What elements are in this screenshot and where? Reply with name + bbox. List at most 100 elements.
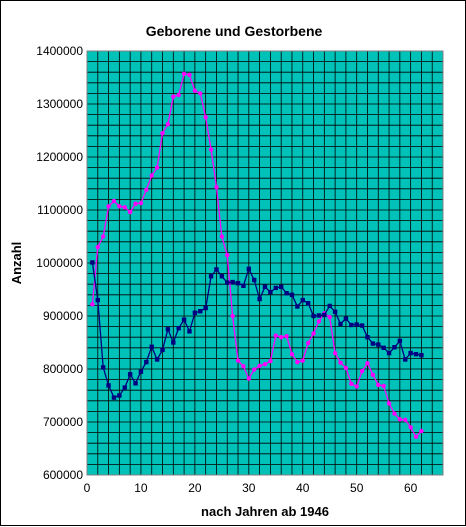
data-point [133, 381, 138, 386]
data-point [252, 367, 257, 372]
data-point [349, 381, 354, 387]
data-point [397, 338, 403, 344]
data-point [354, 322, 359, 327]
grid-lines [87, 51, 443, 475]
data-point [176, 92, 181, 98]
data-point [111, 395, 117, 400]
data-point [349, 322, 354, 328]
data-point [235, 358, 241, 363]
y-tick-label: 700000 [43, 415, 83, 429]
data-point [268, 358, 273, 364]
data-point [257, 363, 262, 369]
data-point [203, 115, 208, 120]
data-point [289, 292, 295, 297]
data-point [230, 279, 235, 285]
plot-border [86, 50, 444, 476]
data-point [154, 165, 160, 170]
data-point [219, 234, 225, 239]
data-point [408, 350, 413, 356]
data-point [214, 267, 219, 272]
data-point [246, 266, 252, 272]
data-point [359, 323, 365, 328]
x-tick-label: 40 [296, 481, 310, 495]
data-point [144, 187, 149, 193]
data-point [381, 345, 386, 350]
data-point [165, 121, 171, 127]
series-2 [90, 260, 424, 400]
data-point [386, 401, 392, 406]
data-point [376, 382, 381, 388]
data-point [376, 342, 381, 347]
series-1 [90, 71, 424, 440]
data-point [138, 200, 144, 206]
data-point [397, 417, 403, 422]
data-point [289, 351, 295, 357]
data-point [208, 274, 214, 279]
data-point [106, 383, 111, 388]
x-axis-label: nach Jahren ab 1946 [201, 504, 329, 519]
data-point [273, 333, 278, 338]
data-point [95, 244, 100, 250]
data-point [122, 385, 127, 390]
data-point [381, 383, 386, 389]
data-point [311, 313, 316, 319]
y-tick-label: 1300000 [36, 97, 83, 111]
data-point [171, 94, 176, 99]
data-point [332, 350, 338, 356]
data-point [225, 280, 230, 285]
data-point [262, 362, 268, 367]
data-point [192, 88, 198, 93]
x-tick-label: 60 [404, 481, 418, 495]
data-point [235, 280, 241, 286]
data-point [392, 411, 397, 416]
data-point [90, 260, 95, 265]
data-point [413, 351, 419, 357]
data-point [327, 303, 332, 309]
data-point [187, 72, 192, 78]
data-point [208, 147, 214, 152]
data-point [160, 130, 165, 136]
data-point [311, 331, 316, 336]
data-point [365, 335, 370, 340]
data-point [343, 316, 349, 321]
data-point [273, 285, 278, 291]
data-point [117, 393, 122, 398]
data-point [230, 313, 235, 319]
data-point [192, 310, 198, 316]
data-point [300, 358, 305, 363]
data-point [295, 359, 300, 365]
data-point [300, 297, 305, 303]
y-tick-label: 1200000 [36, 150, 83, 164]
data-point [90, 302, 95, 307]
data-point [338, 321, 343, 327]
data-point [278, 335, 284, 340]
data-point [332, 309, 338, 314]
y-axis-label: Anzahl [9, 242, 24, 285]
data-point [278, 284, 284, 290]
x-tick-label: 30 [242, 481, 256, 495]
data-point [284, 333, 289, 339]
chart-title: Geborene und Gestorbene [146, 23, 323, 39]
y-axis-ticks: 600000 700000 800000 900000 1000000 1100000 12… [36, 44, 83, 482]
series-layer [90, 71, 424, 440]
data-point [176, 325, 181, 331]
data-point [138, 369, 144, 374]
data-point [100, 234, 106, 239]
data-point [316, 313, 322, 318]
data-point [95, 297, 100, 303]
y-tick-label: 600000 [43, 468, 83, 482]
y-tick-label: 1400000 [36, 44, 83, 58]
data-point [370, 341, 376, 346]
data-point [370, 372, 376, 378]
data-point [187, 329, 192, 334]
data-point [133, 201, 138, 206]
data-point [343, 365, 349, 371]
x-tick-label: 50 [350, 481, 364, 495]
x-tick-label: 10 [134, 481, 148, 495]
data-point [111, 198, 117, 204]
data-point [257, 296, 262, 302]
data-point [295, 304, 300, 309]
data-point [322, 312, 327, 318]
